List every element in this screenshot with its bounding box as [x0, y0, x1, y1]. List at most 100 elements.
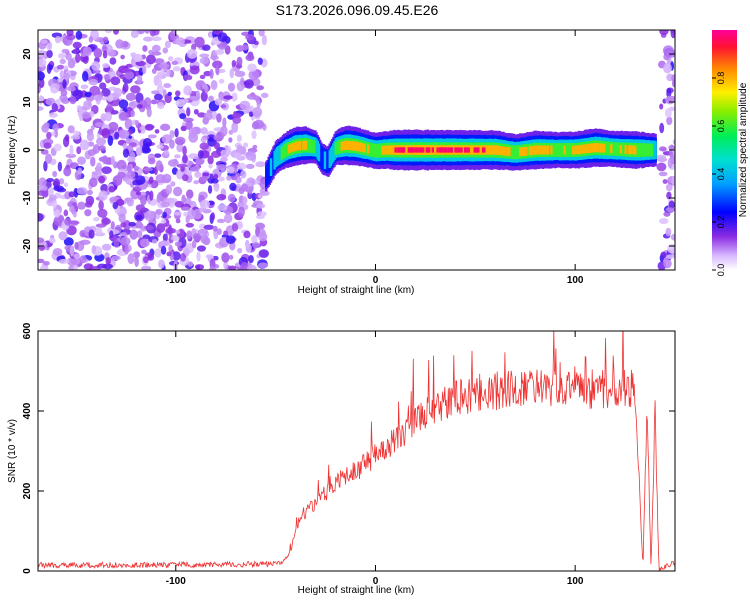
noise-cell: [63, 237, 74, 247]
signal-cell: [290, 143, 293, 153]
noise-cell: [75, 52, 81, 63]
noise-cell: [79, 239, 91, 245]
noise-cell: [187, 261, 194, 267]
noise-cell: [175, 37, 185, 46]
noise-cell: [101, 166, 112, 174]
noise-cell: [193, 108, 199, 115]
noise-cell: [68, 191, 75, 198]
noise-cell: [112, 201, 119, 210]
noise-cell: [227, 82, 236, 92]
noise-cell: [38, 106, 44, 111]
noise-cell: [160, 219, 167, 224]
noise-cell: [182, 154, 188, 164]
signal-cell: [583, 144, 587, 154]
noise-cell: [124, 71, 135, 80]
noise-cell: [658, 146, 667, 152]
noise-cell: [86, 189, 93, 196]
noise-cell: [128, 221, 136, 227]
signal-cell: [546, 145, 550, 155]
noise-cell: [46, 178, 54, 183]
noise-cell: [668, 200, 675, 210]
noise-cell: [246, 93, 258, 100]
noise-cell: [122, 82, 129, 93]
signal-cell: [540, 145, 544, 155]
noise-cell: [135, 214, 143, 221]
noise-cell: [52, 170, 58, 178]
noise-cell: [245, 151, 257, 161]
noise-cell: [101, 243, 112, 251]
noise-cell: [216, 194, 227, 201]
noise-cell: [217, 204, 228, 212]
noise-cell: [669, 144, 675, 151]
colorbar-tick-label: 0.8: [716, 72, 726, 85]
noise-cell: [79, 139, 90, 151]
noise-cell: [142, 36, 154, 42]
noise-cell: [196, 251, 201, 262]
noise-cell: [154, 248, 162, 258]
noise-cell: [215, 65, 220, 75]
noise-cell: [107, 135, 114, 146]
signal-cell: [312, 140, 316, 154]
noise-cell: [194, 36, 205, 48]
noise-cell: [109, 57, 117, 65]
noise-cell: [151, 51, 162, 56]
signal-cell: [522, 146, 526, 156]
noise-cell: [133, 165, 140, 171]
noise-cell: [196, 245, 206, 252]
noise-cell: [194, 171, 202, 178]
noise-cell: [147, 157, 156, 165]
signal-cell: [416, 147, 419, 153]
noise-cell: [669, 149, 674, 158]
noise-cell: [70, 135, 81, 140]
noise-cell: [213, 173, 219, 180]
noise-cell: [167, 91, 173, 96]
noise-cell: [63, 72, 71, 80]
signal-cell: [280, 146, 284, 160]
noise-cell: [219, 94, 226, 101]
spectrogram-x-ticks: -100 0 100: [166, 30, 584, 286]
noise-cell: [65, 153, 77, 159]
noise-cell: [240, 170, 247, 179]
noise-cell: [67, 125, 75, 134]
noise-cell: [93, 47, 103, 59]
noise-cell: [95, 227, 103, 236]
noise-cell: [174, 154, 181, 159]
noise-cell: [665, 207, 675, 212]
noise-cell: [200, 91, 208, 102]
noise-cell: [38, 177, 47, 188]
noise-cell: [38, 58, 47, 67]
noise-cell: [99, 82, 107, 90]
noise-cell: [210, 150, 222, 158]
noise-cell: [245, 163, 255, 169]
noise-cell: [234, 70, 246, 78]
noise-cell: [175, 229, 181, 235]
noise-cell: [169, 30, 177, 41]
noise-cell: [261, 34, 267, 46]
noise-cell: [217, 228, 222, 236]
noise-cell: [65, 52, 72, 61]
noise-cell: [63, 182, 69, 187]
signal-cell: [298, 141, 301, 151]
noise-cell: [181, 194, 186, 204]
noise-cell: [656, 162, 667, 172]
noise-cell: [84, 91, 92, 98]
colorbar-tick-label: 0.0: [716, 264, 726, 277]
noise-cell: [225, 235, 236, 244]
noise-cell: [43, 122, 50, 129]
noise-cell: [665, 254, 675, 260]
noise-cell: [209, 266, 217, 270]
noise-cell: [46, 131, 52, 140]
signal-cell: [563, 145, 566, 155]
noise-cell: [142, 65, 147, 75]
noise-cell: [67, 58, 76, 69]
noise-cell: [232, 116, 242, 124]
noise-cell: [179, 113, 187, 120]
noise-cell: [89, 85, 101, 96]
noise-cell: [228, 129, 234, 135]
noise-cell: [98, 200, 104, 211]
noise-cell: [672, 139, 675, 145]
signal-cell: [436, 147, 439, 153]
noise-cell: [258, 232, 268, 242]
colorbar: 0.0 0.2 0.4 0.6 0.8 Normalized spectral ampl…: [712, 30, 749, 276]
signal-cell: [477, 147, 480, 153]
